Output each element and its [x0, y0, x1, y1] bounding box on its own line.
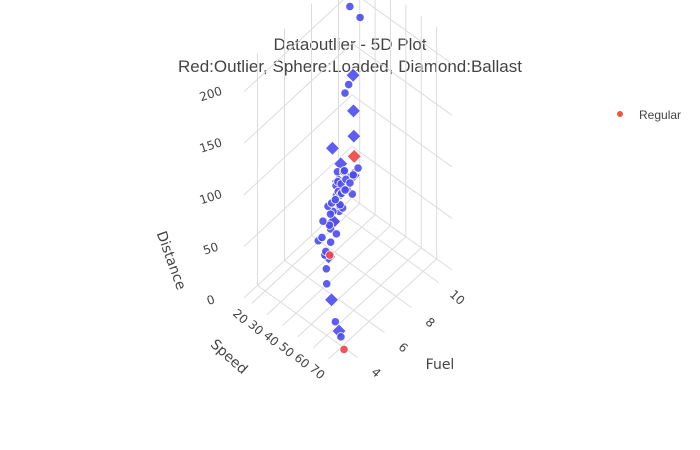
data-point[interactable]: [344, 79, 354, 90]
data-point[interactable]: [339, 166, 350, 176]
z-tick-label: 100: [198, 187, 224, 207]
data-point-outlier[interactable]: [346, 148, 362, 164]
data-point[interactable]: [347, 189, 357, 199]
data-point[interactable]: [324, 140, 341, 156]
data-point[interactable]: [345, 103, 362, 119]
data-point[interactable]: [323, 292, 340, 308]
grid-line-floor-speed: [297, 236, 407, 338]
grid-line-sidewall-distance: [351, 197, 453, 271]
data-point[interactable]: [325, 209, 336, 219]
data-point[interactable]: [336, 332, 346, 342]
x-tick-label: 4: [369, 365, 384, 381]
data-points[interactable]: [313, 1, 365, 354]
x-axis-title: Fuel: [426, 357, 455, 373]
z-tick-label: 150: [198, 135, 224, 155]
x-tick-label: 8: [423, 315, 438, 331]
data-point[interactable]: [340, 88, 350, 98]
z-tick-label: 0: [205, 292, 217, 308]
x-tick-label: 6: [396, 340, 411, 356]
grid-line-sidewall-distance: [351, 42, 453, 116]
data-point[interactable]: [330, 195, 340, 205]
data-point[interactable]: [345, 1, 355, 12]
data-point-outlier[interactable]: [339, 344, 349, 354]
grid-line-sidewall-distance: [351, 146, 453, 219]
z-tick-label: 50: [201, 240, 220, 258]
y-axis-title: Speed: [207, 336, 250, 377]
data-point[interactable]: [321, 264, 331, 274]
data-point[interactable]: [322, 279, 332, 289]
grid-line-floor-fuel: [257, 285, 358, 358]
z-tick-label: 200: [198, 84, 224, 104]
data-point[interactable]: [345, 178, 355, 188]
data-point[interactable]: [346, 128, 362, 144]
grid-line-floor-speed: [312, 247, 422, 349]
legend[interactable]: Regular: [617, 108, 681, 122]
data-point[interactable]: [317, 232, 327, 243]
grid-line-backwall-distance: [243, 0, 344, 93]
grid-line-floor-speed: [266, 214, 376, 315]
data-point[interactable]: [326, 237, 336, 247]
data-point[interactable]: [348, 170, 358, 180]
grid-line-backwall-distance: [243, 42, 353, 144]
y-tick-label: 70: [307, 362, 328, 383]
data-point[interactable]: [355, 12, 365, 23]
grid-line-floor-fuel: [338, 210, 439, 283]
legend-label-regular[interactable]: Regular: [639, 108, 681, 122]
grid-line-floor-speed: [282, 225, 391, 327]
data-point[interactable]: [331, 229, 341, 239]
grid-line-sidewall-distance: [362, 0, 453, 65]
data-point[interactable]: [345, 67, 361, 83]
legend-marker-regular[interactable]: [617, 111, 623, 117]
grid-line-floor-speed: [251, 203, 361, 304]
z-axis-title: Distance: [153, 229, 189, 292]
x-tick-label: 10: [447, 287, 468, 308]
data-point[interactable]: [324, 220, 335, 230]
data-point-outlier[interactable]: [325, 250, 335, 260]
data-point[interactable]: [340, 185, 350, 195]
grid: [243, 0, 453, 360]
grid-line-sidewall-distance: [351, 94, 453, 168]
data-point[interactable]: [330, 317, 340, 327]
data-point[interactable]: [318, 216, 328, 226]
grid-line-backwall-distance: [243, 94, 353, 196]
grid-line-floor-speed: [328, 258, 437, 360]
data-point[interactable]: [353, 163, 363, 173]
